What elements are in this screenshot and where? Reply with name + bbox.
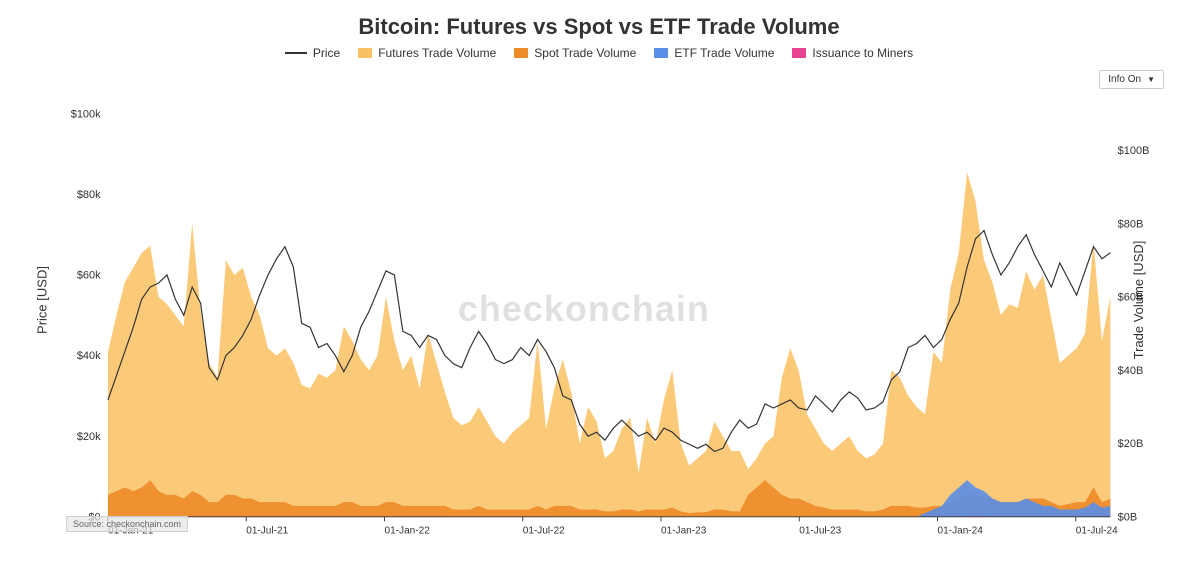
source-badge: Source: checkonchain.com	[66, 516, 188, 532]
x-tick: 01-Jan-24	[938, 525, 984, 536]
futures-area	[108, 172, 1110, 517]
legend-item-etf[interactable]: ETF Trade Volume	[654, 46, 774, 60]
y-left-tick: $100k	[71, 108, 101, 120]
legend-label-spot: Spot Trade Volume	[534, 46, 636, 60]
y-right-tick: $100B	[1118, 145, 1150, 157]
legend-label-futures: Futures Trade Volume	[378, 46, 496, 60]
legend-swatch-price	[285, 52, 307, 54]
legend-item-price[interactable]: Price	[285, 46, 340, 60]
legend-swatch-spot	[514, 48, 528, 58]
y-left-tick: $20k	[77, 431, 101, 443]
y-right-tick: $0B	[1118, 511, 1138, 523]
x-tick: 01-Jul-23	[799, 525, 841, 536]
legend-item-issuance[interactable]: Issuance to Miners	[792, 46, 913, 60]
x-tick: 01-Jul-24	[1076, 525, 1118, 536]
legend-item-spot[interactable]: Spot Trade Volume	[514, 46, 636, 60]
legend-label-etf: ETF Trade Volume	[674, 46, 774, 60]
legend-label-issuance: Issuance to Miners	[812, 46, 913, 60]
x-tick: 01-Jan-22	[384, 525, 430, 536]
x-tick: 01-Jul-21	[246, 525, 288, 536]
y-right-tick: $80B	[1118, 218, 1144, 230]
legend-item-futures[interactable]: Futures Trade Volume	[358, 46, 496, 60]
y-right-tick: $60B	[1118, 292, 1144, 304]
legend-swatch-futures	[358, 48, 372, 58]
watermark: checkonchain	[458, 288, 710, 330]
y-right-tick: $40B	[1118, 365, 1144, 377]
y-left-tick: $80k	[77, 189, 101, 201]
y-axis-left-label: Price [USD]	[34, 266, 49, 334]
chart-title: Bitcoin: Futures vs Spot vs ETF Trade Vo…	[0, 14, 1198, 40]
x-tick: 01-Jan-23	[661, 525, 707, 536]
legend-swatch-etf	[654, 48, 668, 58]
legend: Price Futures Trade Volume Spot Trade Vo…	[0, 46, 1198, 60]
chevron-down-icon: ▼	[1147, 75, 1155, 84]
y-left-tick: $40k	[77, 350, 101, 362]
info-toggle-button[interactable]: Info On ▼	[1099, 70, 1164, 89]
legend-label-price: Price	[313, 46, 340, 60]
legend-swatch-issuance	[792, 48, 806, 58]
y-right-tick: $20B	[1118, 438, 1144, 450]
info-toggle-label: Info On	[1108, 74, 1141, 85]
y-left-tick: $60k	[77, 270, 101, 282]
x-tick: 01-Jul-22	[523, 525, 565, 536]
